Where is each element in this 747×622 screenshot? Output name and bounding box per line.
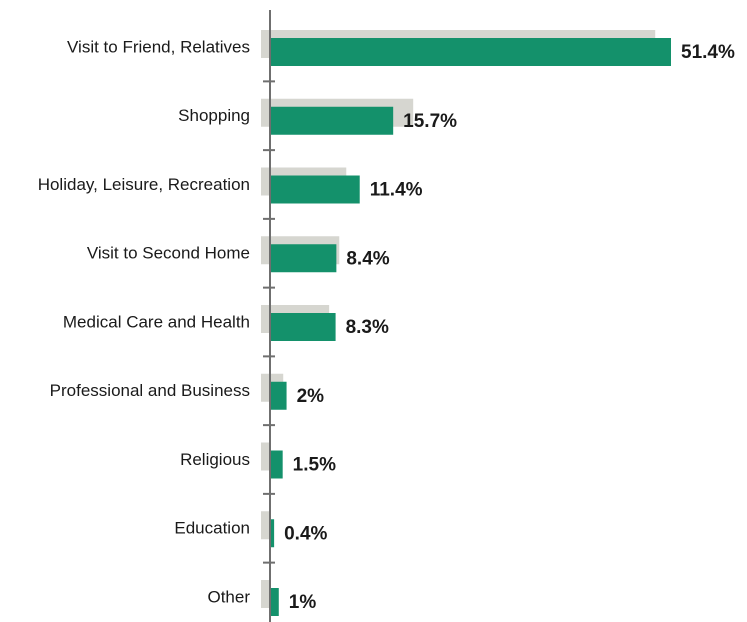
category-label: Religious: [180, 450, 250, 469]
shadow-bar: [261, 580, 270, 608]
y-axis-ticks: [263, 80, 275, 564]
bar: [271, 519, 275, 548]
category-label: Other: [207, 587, 250, 606]
shadow-bar: [261, 442, 270, 471]
category-label: Visit to Friend, Relatives: [67, 37, 250, 56]
value-label: 11.4%: [370, 180, 423, 201]
value-label: 8.3%: [346, 317, 389, 338]
category-label: Professional and Business: [50, 381, 250, 400]
bar: [271, 38, 671, 66]
value-label: 0.4%: [284, 523, 327, 544]
value-label: 1%: [289, 592, 317, 613]
category-label: Shopping: [178, 106, 250, 125]
category-label: Medical Care and Health: [63, 312, 250, 331]
bar: [271, 313, 336, 341]
value-labels: 51.4% 15.7% 11.4% 8.4% 8.3% 2% 1.5% 0.4% 1%: [284, 42, 735, 613]
bar: [271, 450, 283, 479]
category-label: Visit to Second Home: [87, 244, 250, 263]
value-label: 15.7%: [403, 111, 457, 132]
bar: [271, 588, 279, 616]
bar: [271, 244, 337, 273]
category-label: Holiday, Leisure, Recreation: [38, 175, 250, 194]
shadow-bar: [261, 511, 270, 540]
category-labels: Visit to Friend, Relatives Shopping Holida…: [38, 37, 251, 606]
bar: [271, 106, 394, 135]
category-label: Education: [174, 519, 250, 538]
value-label: 8.4%: [346, 248, 389, 269]
value-label: 51.4%: [681, 42, 735, 63]
bar: [271, 381, 287, 410]
value-label: 2%: [297, 386, 325, 407]
data-bars: [271, 38, 671, 616]
bar: [271, 175, 360, 204]
value-label: 1.5%: [293, 455, 336, 476]
